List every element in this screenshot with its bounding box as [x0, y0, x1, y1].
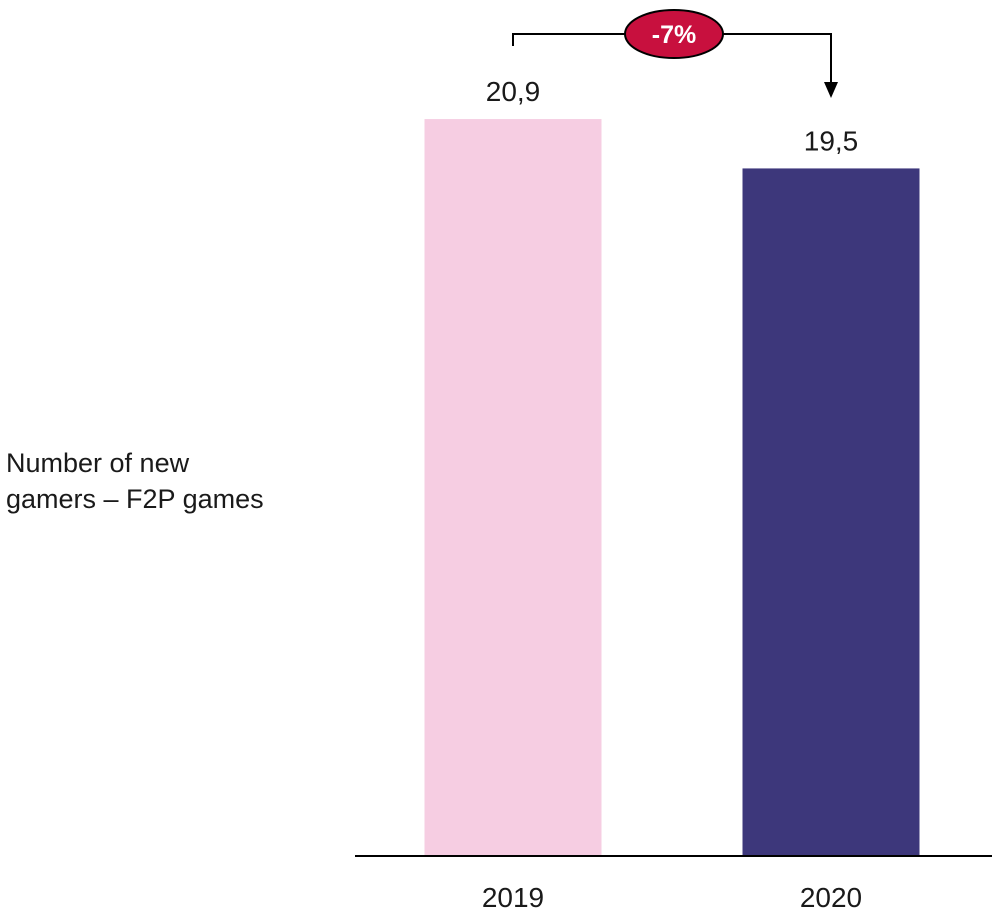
y-axis-label-line1: Number of new [6, 448, 190, 478]
x-tick-label-2020: 2020 [800, 882, 862, 913]
change-badge-label: -7% [652, 21, 696, 49]
bar-2019 [424, 119, 602, 857]
data-label-2019: 20,9 [486, 76, 541, 107]
y-axis-label-line2: gamers – F2P games [6, 484, 264, 514]
data-label-2020: 19,5 [804, 125, 859, 156]
change-badge [624, 9, 724, 59]
y-axis-label: Number of new gamers – F2P games [6, 445, 326, 517]
arrow-down-icon [824, 82, 838, 98]
bar-2020 [742, 168, 920, 856]
x-tick-label-2019: 2019 [482, 882, 544, 913]
